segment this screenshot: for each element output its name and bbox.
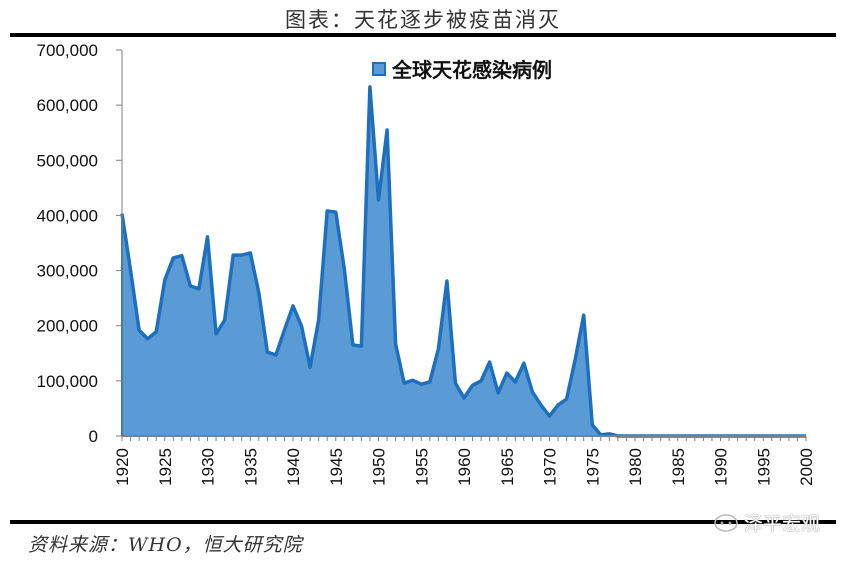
y-tick-label: 0 [89,427,98,446]
y-tick-label: 300,000 [37,262,98,281]
bottom-rule-divider [10,520,836,524]
watermark-text: 泽平宏观 [743,513,820,535]
x-tick-label: 1995 [754,448,773,486]
x-tick-label: 1930 [199,448,218,486]
x-tick-label: 1945 [327,448,346,486]
y-tick-label: 100,000 [37,372,98,391]
x-tick-label: 1960 [455,448,474,486]
x-tick-label: 1970 [541,448,560,486]
x-tick-label: 1940 [284,448,303,486]
y-tick-label: 500,000 [37,151,98,170]
x-tick-label: 1920 [113,448,132,486]
x-tick-label: 1990 [712,448,731,486]
area-chart: 0 100,000 200,000 300,000 400,000 500,000 600,… [37,41,816,486]
x-tick-label: 1955 [412,448,431,486]
legend: 全球天花感染病例 [372,54,552,83]
x-tick-label: 1965 [498,448,517,486]
source-note: 资料来源：WHO，恒大研究院 [28,534,303,556]
wechat-icon [714,513,738,532]
x-tick-label: 1980 [626,448,645,486]
chart-title: 图表：天花逐步被疫苗消灭 [285,8,561,32]
y-tick-label: 600,000 [37,96,98,115]
x-tick-label: 1985 [669,448,688,486]
top-rule-divider [10,33,836,37]
watermark: 泽平宏观 [712,509,820,536]
y-tick-label: 200,000 [37,317,98,336]
y-tick-label: 400,000 [37,206,98,225]
y-tick-label: 700,000 [37,41,98,60]
area-fill [122,86,806,437]
x-tick-label: 1925 [156,448,175,486]
legend-label: 全球天花感染病例 [392,58,552,82]
x-tick-label: 2000 [797,448,816,486]
x-tick-label: 1975 [583,448,602,486]
legend-swatch-icon [372,61,386,76]
x-tick-label: 1950 [370,448,389,486]
x-tick-label: 1935 [241,448,260,486]
